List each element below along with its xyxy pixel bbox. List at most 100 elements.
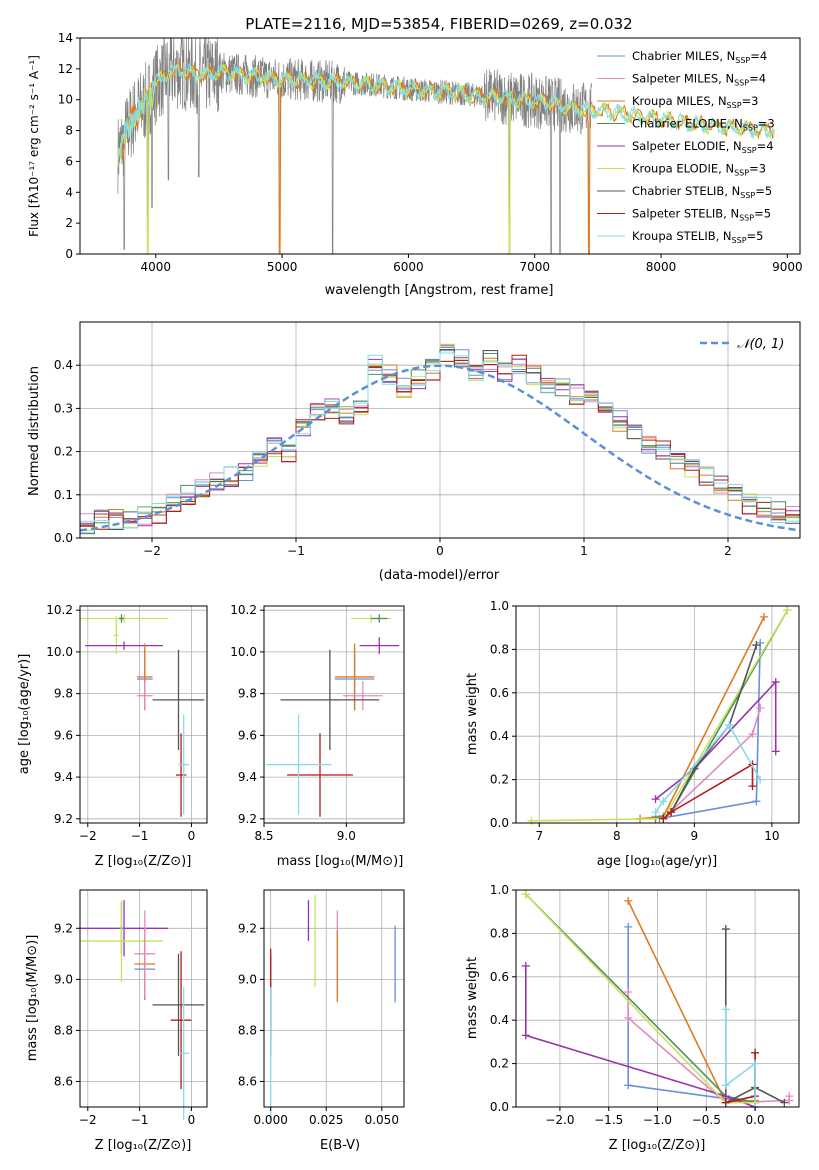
y-tick-label: 14 [58, 31, 73, 45]
weight-point-marker [748, 782, 757, 791]
z-age-y-label: age [log₁₀(age/yr)] [17, 654, 32, 775]
x-tick-label: −1 [131, 1113, 149, 1127]
x-tick-label: 8000 [646, 260, 677, 274]
y-tick-label: 9.4 [54, 770, 73, 784]
y-tick-label: 8.6 [238, 1074, 257, 1088]
x-tick-label: 6000 [393, 260, 424, 274]
weight-point-marker [624, 1014, 633, 1023]
data-marks [521, 890, 794, 1111]
y-tick-label: 6 [65, 154, 73, 168]
x-tick-label: 1 [580, 544, 588, 558]
y-tick-label: 0.6 [490, 686, 509, 700]
plot-frame [79, 889, 208, 1108]
y-tick-label: 9.4 [238, 770, 257, 784]
y-tick-label: 0.2 [54, 445, 73, 459]
x-tick-label: 7000 [519, 260, 550, 274]
y-tick-label: 9.0 [54, 972, 73, 986]
data-marks [117, 37, 775, 255]
y-tick-label: 9.2 [54, 812, 73, 826]
z-mass-y-label: mass [log₁₀(M/M⊙)] [25, 935, 40, 1062]
spectrum-legend: Chabrier MILES, NSSP=4 Salpeter MILES, NS… [597, 49, 775, 245]
ebv-mass-panel: 0.000 0.025 0.050 8.6 8.8 9.0 9.2 E(B-V) [238, 889, 405, 1153]
x-tick-label: 0 [436, 544, 444, 558]
x-tick-label: −2 [79, 1113, 97, 1127]
z-age-plot: −2 −1 0 9.2 9.4 9.6 9.8 10.0 10.2 [46, 603, 208, 843]
spectrum-plot: 4000 5000 6000 7000 8000 9000 0 2 4 6 8 10 12 14 [58, 31, 803, 274]
residual-panel: −2 −1 0 1 2 0.0 0.1 0.2 0.3 0.4 (data-model)/erro… [27, 321, 801, 583]
spectrum-x-label: wavelength [Angstrom, rest frame] [325, 283, 554, 298]
plot-frame [79, 605, 208, 824]
weight-point-marker [721, 925, 730, 934]
weight-point-marker [751, 1059, 760, 1068]
model-spectrum-line [117, 61, 775, 255]
age-weight-x-label: age [log₁₀(age/yr)] [597, 854, 718, 869]
residual-x-label: (data-model)/error [379, 568, 500, 583]
mass-age-plot: 8.5 9.0 9.2 9.4 9.6 9.8 10.0 10.2 [230, 603, 405, 843]
weight-point-marker [624, 1081, 633, 1090]
plot-frame [263, 889, 405, 1108]
spectrum-panel: 4000 5000 6000 7000 8000 9000 0 2 4 6 8 10 12 14 wave… [27, 31, 803, 298]
legend-label: Kroupa STELIB, NSSP=5 [632, 229, 763, 245]
weight-point-marker [721, 1081, 730, 1090]
data-marks [270, 895, 396, 1120]
z-age-x-label: Z [log₁₀(Z/Z⊙)] [95, 854, 192, 869]
residual-histogram-step [80, 352, 800, 529]
data-marks [80, 900, 205, 1120]
y-tick-label: 9.2 [238, 921, 257, 935]
x-tick-label: −1 [131, 829, 149, 843]
y-tick-label: 2 [65, 216, 73, 230]
y-tick-label: 9.0 [238, 972, 257, 986]
weight-point-marker [760, 612, 769, 621]
legend-label: Salpeter STELIB, NSSP=5 [632, 207, 771, 223]
mass-age-x-label: mass [log₁₀(M/M⊙)] [277, 854, 404, 869]
x-tick-label: −2 [79, 829, 97, 843]
z-mass-x-label: Z [log₁₀(Z/Z⊙)] [95, 1138, 192, 1153]
weight-point-marker [752, 641, 761, 650]
weight-point-marker [756, 703, 765, 712]
y-tick-label: 9.8 [238, 687, 257, 701]
y-tick-label: 10.2 [230, 603, 257, 617]
residual-y-label: Normed distribution [27, 366, 42, 496]
weight-series-line [640, 616, 765, 820]
weight-series-line [531, 609, 789, 822]
legend-label: Kroupa ELODIE, NSSP=3 [632, 162, 766, 178]
weight-point-marker [521, 890, 530, 899]
x-tick-label: 0.050 [365, 1113, 399, 1127]
data-marks [80, 614, 205, 817]
axes: 7 8 9 10 0.0 0.2 0.4 0.6 0.8 1.0 [490, 599, 800, 843]
weight-series-line [627, 926, 756, 1104]
x-tick-label: 2 [724, 544, 732, 558]
legend-label: Kroupa MILES, NSSP=3 [632, 94, 758, 110]
y-tick-label: 0.1 [54, 488, 73, 502]
weight-series-line [724, 1009, 756, 1107]
grid-lines [80, 606, 207, 823]
weight-point-marker [651, 795, 660, 804]
weight-series-line [627, 992, 791, 1104]
x-tick-label: −2 [143, 544, 161, 558]
grid-lines [263, 606, 404, 823]
x-tick-label: −2.0 [545, 1113, 574, 1127]
y-tick-label: 0.3 [54, 401, 73, 415]
z-age-panel: −2 −1 0 9.2 9.4 9.6 9.8 10.0 10.2 Z [log₁₀(Z/Z⊙)… [17, 603, 208, 869]
age-weight-panel: 7 8 9 10 0.0 0.2 0.4 0.6 0.8 1.0 age [log₁₀(age/y… [465, 599, 800, 869]
weight-point-marker [659, 797, 668, 806]
weight-point-marker [725, 721, 734, 730]
x-tick-label: 7 [535, 829, 543, 843]
y-tick-label: 1.0 [490, 599, 509, 613]
z-weight-x-label: Z [log₁₀(Z/Z⊙)] [609, 1138, 706, 1153]
weight-series-line [654, 724, 761, 813]
weight-point-marker [624, 922, 633, 931]
x-tick-label: 0 [188, 1113, 196, 1127]
z-mass-panel: −2 −1 0 8.6 8.8 9.0 9.2 Z [log₁₀(Z/Z⊙)] mass [… [25, 889, 208, 1153]
data-marks [527, 606, 792, 825]
x-tick-label: 5000 [267, 260, 298, 274]
residual-plot: −2 −1 0 1 2 0.0 0.1 0.2 0.3 0.4 [54, 321, 801, 558]
weight-series-line [524, 966, 756, 1108]
plot-frame [79, 37, 801, 255]
x-tick-label: 8.5 [254, 829, 273, 843]
x-tick-label: 9.0 [337, 829, 356, 843]
weight-point-marker [721, 1005, 730, 1014]
y-tick-label: 9.6 [54, 728, 73, 742]
weight-point-marker [751, 1048, 760, 1057]
weight-point-marker [527, 816, 536, 825]
